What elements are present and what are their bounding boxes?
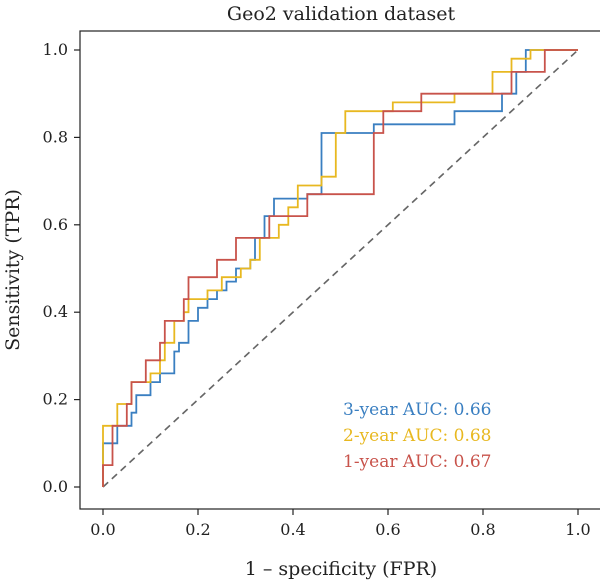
legend: 3-year AUC: 0.66 2-year AUC: 0.68 1-year…	[343, 400, 491, 472]
x-tick-label: 1.0	[565, 520, 590, 539]
x-tick-label: 0.6	[375, 520, 400, 539]
x-tick-label: 0.4	[280, 520, 305, 539]
legend-item-1-year: 1-year AUC: 0.67	[343, 452, 491, 472]
plot-frame	[79, 30, 600, 510]
y-tick-label: 0.4	[43, 302, 68, 321]
reference-diagonal-line	[102, 49, 579, 488]
legend-item-3-year: 3-year AUC: 0.66	[343, 400, 491, 420]
roc-line-3-year	[102, 49, 578, 487]
chart-title: Geo2 validation dataset	[227, 3, 456, 25]
roc-line-2-year	[102, 49, 578, 487]
y-tick-label: 1.0	[43, 40, 68, 59]
x-tick-label: 0.8	[470, 520, 495, 539]
y-tick-label: 0.8	[43, 127, 68, 146]
y-tick-label: 0.6	[43, 215, 68, 234]
y-axis-label: Sensitivity (TPR)	[2, 189, 24, 351]
x-axis-label: 1 – specificity (FPR)	[245, 558, 437, 580]
legend-item-2-year: 2-year AUC: 0.68	[343, 426, 491, 446]
y-tick-label: 0.0	[43, 477, 68, 496]
y-tick-label: 0.2	[43, 390, 68, 409]
x-tick-label: 0.2	[185, 520, 210, 539]
x-tick-label: 0.0	[90, 520, 115, 539]
roc-line-1-year	[102, 49, 578, 487]
